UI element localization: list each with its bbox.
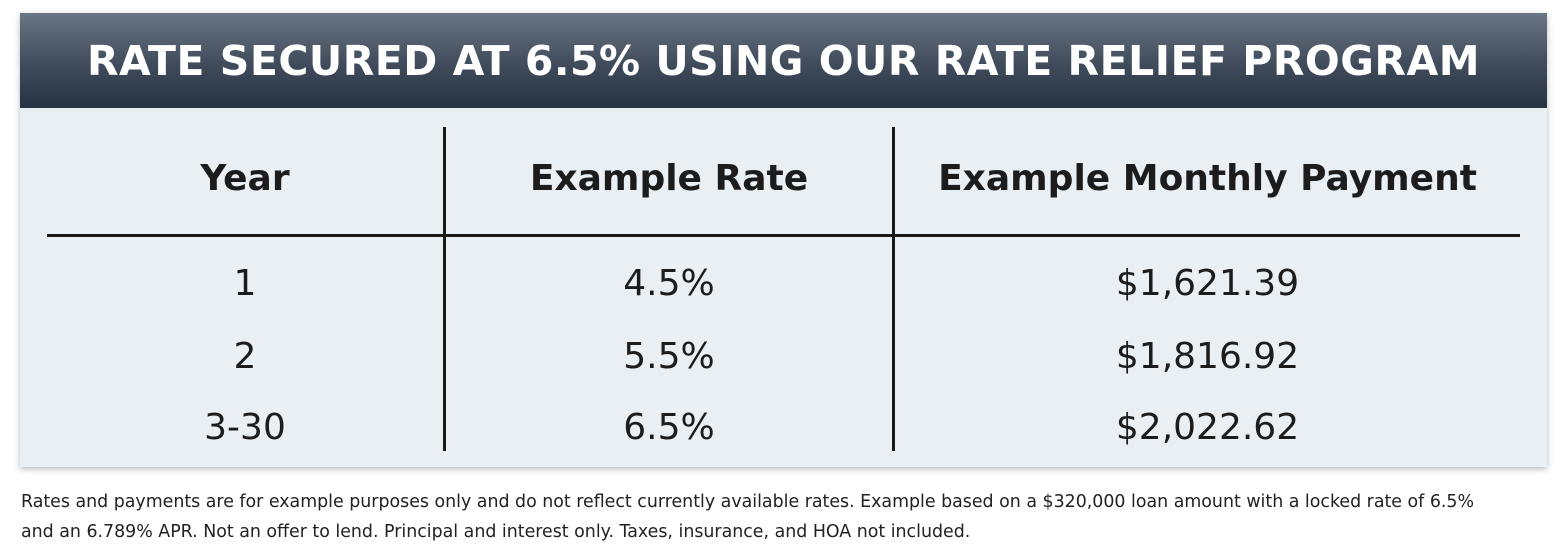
rate-banner: RATE SECURED AT 6.5% USING OUR RATE RELI… — [20, 13, 1547, 108]
row-2-rate: 5.5% — [623, 335, 715, 377]
row-2-year: 2 — [233, 335, 257, 377]
row-2-payment: $1,816.92 — [1115, 335, 1300, 377]
header-example-rate: Example Rate — [529, 157, 809, 199]
rate-card: RATE SECURED AT 6.5% USING OUR RATE RELI… — [20, 13, 1547, 467]
header-example-monthly-payment: Example Monthly Payment — [938, 157, 1477, 199]
rate-table: Year Example Rate Example Monthly Paymen… — [47, 127, 1520, 451]
row-3-rate: 6.5% — [623, 406, 715, 448]
disclaimer-line-1: Rates and payments are for example purpo… — [21, 492, 1474, 512]
disclaimer-line-2: and an 6.789% APR. Not an offer to lend.… — [21, 522, 971, 542]
column-divider — [443, 127, 446, 451]
row-3-payment: $2,022.62 — [1115, 406, 1300, 448]
row-1-payment: $1,621.39 — [1115, 262, 1300, 304]
banner-title: RATE SECURED AT 6.5% USING OUR RATE RELI… — [86, 36, 1481, 85]
header-divider — [47, 234, 1520, 237]
disclaimer-footnote: Rates and payments are for example purpo… — [21, 487, 1551, 547]
row-3-year: 3-30 — [204, 406, 286, 448]
row-1-rate: 4.5% — [623, 262, 715, 304]
header-year: Year — [200, 157, 290, 199]
column-divider — [892, 127, 895, 451]
row-1-year: 1 — [233, 262, 257, 304]
